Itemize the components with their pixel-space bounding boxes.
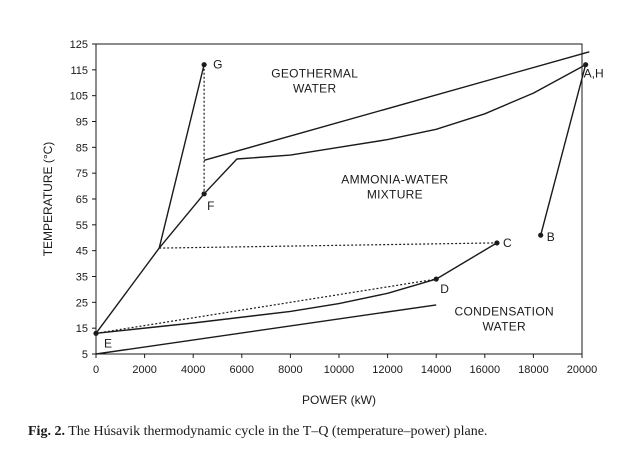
point-marker-g: [201, 62, 207, 68]
x-tick-label: 6000: [230, 364, 254, 376]
y-tick-label: 65: [76, 194, 88, 206]
region-annotation: AMMONIA-WATER: [341, 173, 448, 187]
y-tick-label: 25: [76, 297, 88, 309]
x-tick-label: 12000: [372, 364, 403, 376]
region-annotation: GEOTHERMAL: [271, 67, 358, 81]
y-tick-label: 15: [76, 323, 88, 335]
point-label-d: D: [440, 282, 449, 296]
series-E-to-D-dotted: [95, 278, 437, 334]
caption-text: The Húsavik thermodynamic cycle in the T…: [68, 424, 488, 439]
point-marker-c: [494, 240, 500, 246]
y-tick-label: 45: [76, 246, 88, 258]
point-label-c: C: [503, 236, 512, 250]
x-tick-label: 10000: [324, 364, 355, 376]
region-annotation: MIXTURE: [367, 188, 423, 202]
y-tick-label: 115: [70, 65, 88, 77]
series-E-to-D-solid: [95, 278, 437, 334]
point-marker-ah: [583, 62, 589, 68]
point-marker-f: [201, 191, 207, 197]
figure-caption: Fig. 2. The Húsavik thermodynamic cycle …: [28, 424, 628, 440]
region-annotation: CONDENSATION: [455, 304, 554, 318]
point-label-b: B: [547, 230, 555, 244]
series-G-to-F-outer: [158, 64, 205, 249]
point-marker-d: [433, 276, 439, 282]
x-tick-label: 18000: [518, 364, 549, 376]
series-condensation-water: [95, 304, 437, 355]
x-tick-label: 16000: [470, 364, 501, 376]
y-tick-label: 85: [76, 142, 88, 154]
series-ammonia-water-mixture: [95, 64, 586, 334]
y-tick-label: 125: [70, 39, 88, 51]
y-axis-title: TEMPERATURE (°C): [41, 142, 55, 257]
series-geothermal-water-upper: [203, 51, 590, 161]
x-tick-label: 0: [93, 364, 99, 376]
region-annotation: WATER: [482, 319, 526, 333]
point-label-ah: A,H: [584, 67, 604, 81]
point-marker-e: [93, 330, 99, 336]
point-label-e: E: [104, 336, 112, 350]
x-tick-label: 8000: [278, 364, 302, 376]
x-axis-title: POWER (kW): [302, 393, 376, 407]
series-C-horizontal: [159, 242, 497, 249]
y-tick-label: 105: [70, 91, 88, 103]
y-tick-label: 35: [76, 272, 88, 284]
x-tick-label: 20000: [567, 364, 598, 376]
y-tick-label: 5: [82, 349, 88, 361]
point-label-f: F: [207, 199, 214, 213]
x-tick-label: 4000: [181, 364, 205, 376]
x-tick-label: 14000: [421, 364, 452, 376]
chart: G F C B A,H D E 0 2000 4000 6000 8000 10000 12000 140…: [41, 39, 604, 407]
point-marker-b: [538, 232, 544, 238]
region-annotation: WATER: [293, 82, 337, 96]
x-tick-label: 2000: [132, 364, 156, 376]
point-label-g: G: [213, 58, 222, 72]
figure-number: Fig. 2.: [28, 424, 65, 439]
y-tick-label: 95: [76, 117, 88, 129]
y-tick-label: 55: [76, 220, 88, 232]
series-B-to-AH: [540, 64, 587, 236]
series-D-to-C: [435, 242, 498, 280]
y-tick-label: 75: [76, 168, 88, 180]
